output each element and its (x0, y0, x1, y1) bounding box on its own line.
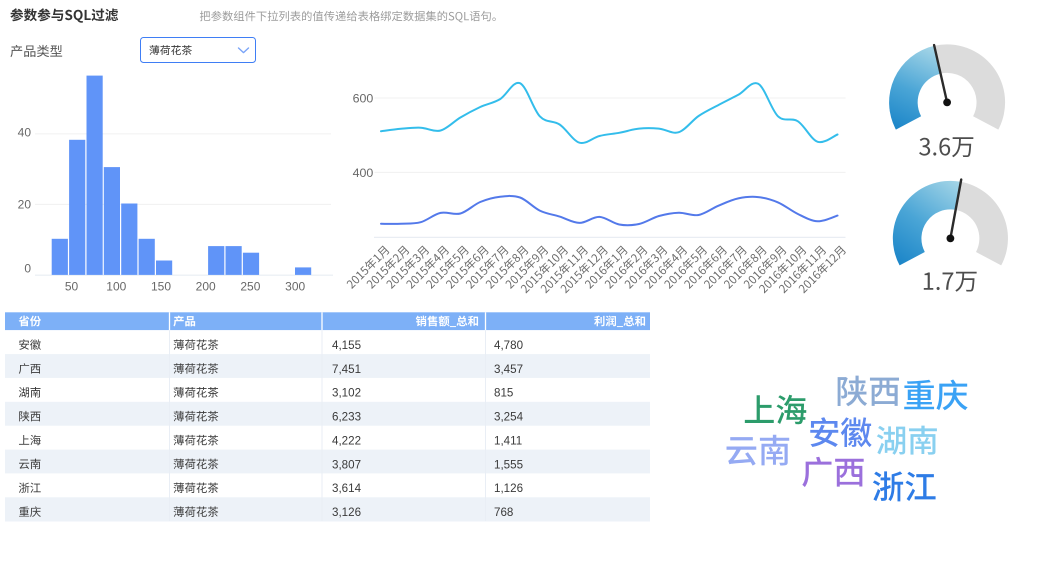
svg-text:3,102: 3,102 (332, 387, 361, 400)
svg-text:7,451: 7,451 (332, 363, 361, 376)
svg-text:200: 200 (196, 280, 216, 294)
svg-text:4,155: 4,155 (332, 339, 361, 352)
svg-text:815: 815 (494, 387, 513, 400)
svg-text:768: 768 (494, 506, 513, 519)
svg-text:300: 300 (285, 280, 305, 294)
svg-text:1,126: 1,126 (494, 482, 523, 495)
svg-text:250: 250 (240, 280, 260, 294)
svg-text:6,233: 6,233 (332, 411, 361, 424)
svg-text:400: 400 (353, 166, 374, 180)
svg-text:3,457: 3,457 (494, 363, 523, 376)
svg-text:3,126: 3,126 (332, 506, 361, 519)
svg-text:40: 40 (18, 126, 32, 140)
svg-text:150: 150 (151, 280, 171, 294)
svg-text:3,614: 3,614 (332, 482, 362, 495)
svg-text:3,807: 3,807 (332, 458, 361, 471)
svg-text:1,411: 1,411 (494, 434, 522, 447)
svg-text:4,780: 4,780 (494, 339, 523, 352)
svg-text:600: 600 (353, 92, 374, 106)
svg-text:3,254: 3,254 (494, 411, 524, 424)
svg-text:1,555: 1,555 (494, 458, 523, 471)
svg-text:0: 0 (24, 261, 31, 275)
svg-text:20: 20 (18, 198, 32, 212)
svg-text:100: 100 (106, 280, 126, 294)
svg-text:4,222: 4,222 (332, 434, 361, 447)
svg-text:50: 50 (65, 280, 79, 294)
